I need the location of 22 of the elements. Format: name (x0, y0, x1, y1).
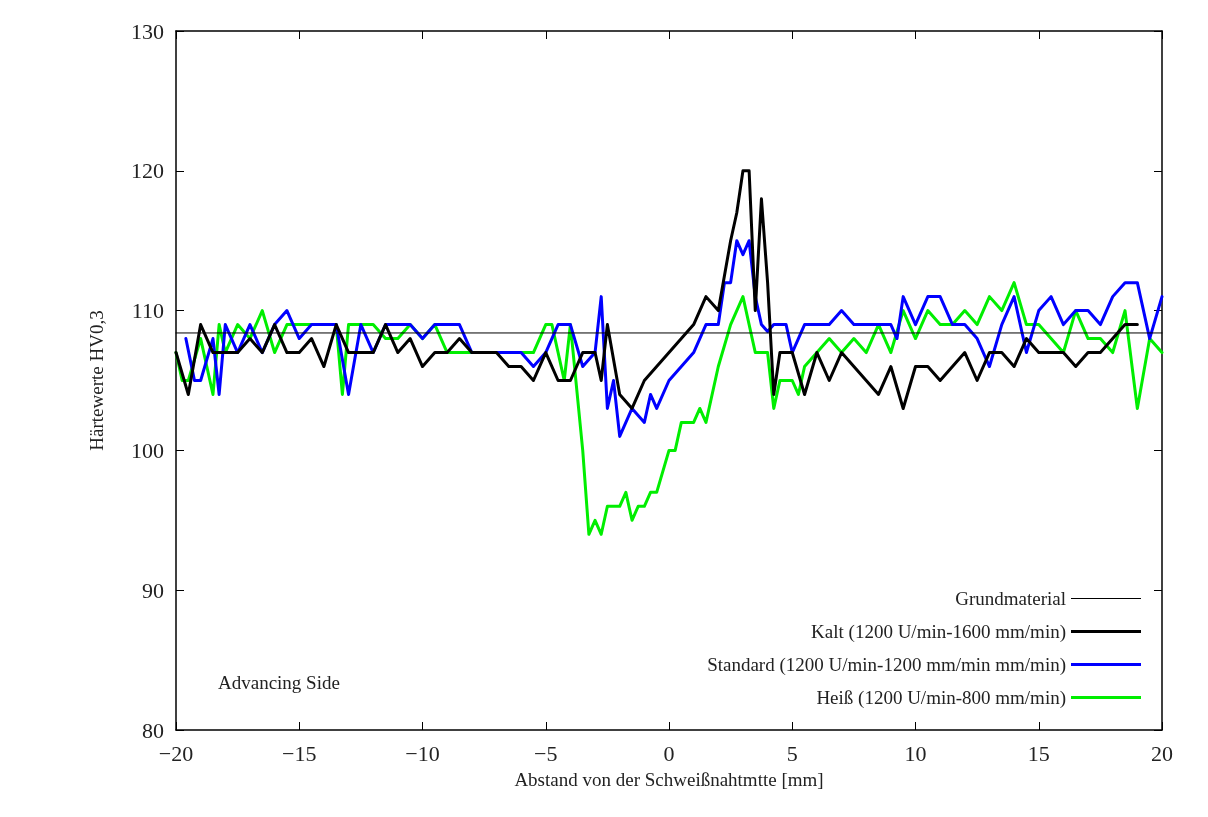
y-tick-label: 110 (131, 298, 164, 324)
x-tick-label: −15 (282, 740, 317, 766)
x-tick-label: −5 (534, 740, 558, 766)
x-tick-label: 10 (904, 740, 927, 766)
x-axis-title: Abstand von der Schweißnahtmtte [mm] (514, 769, 824, 790)
y-tick-label: 130 (131, 18, 164, 44)
y-tick-label: 100 (131, 437, 164, 463)
x-tick-label: 15 (1027, 740, 1050, 766)
y-tick-label: 120 (131, 158, 164, 184)
y-axis-title: Härtewerte HV0,3 (86, 310, 107, 451)
x-tick-label: 20 (1151, 740, 1173, 766)
legend-label: Kalt (1200 U/min-1600 mm/min) (811, 621, 1066, 643)
x-tick-label: 0 (663, 740, 675, 766)
x-tick-label: −10 (405, 740, 440, 766)
y-tick-label: 90 (142, 577, 164, 603)
x-tick-label: −20 (158, 740, 194, 766)
annotation: Advancing Side (218, 672, 340, 693)
x-tick-label: 5 (786, 740, 798, 766)
y-tick-label: 80 (142, 717, 164, 743)
legend-label: Grundmaterial (955, 588, 1066, 609)
legend-label: Heiß (1200 U/min-800 mm/min) (816, 687, 1066, 709)
legend-label: Standard (1200 U/min-1200 mm/min mm/min) (707, 654, 1066, 676)
